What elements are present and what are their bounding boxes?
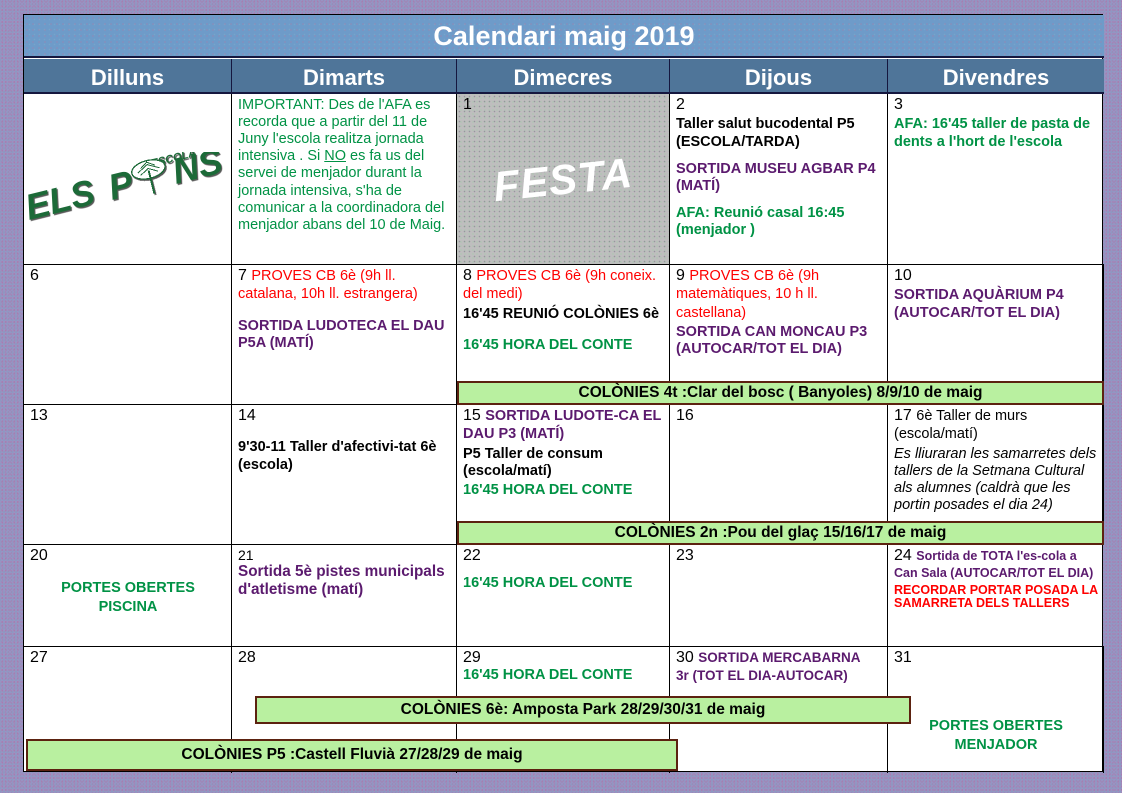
svg-text:ELS: ELS: [24, 171, 99, 228]
